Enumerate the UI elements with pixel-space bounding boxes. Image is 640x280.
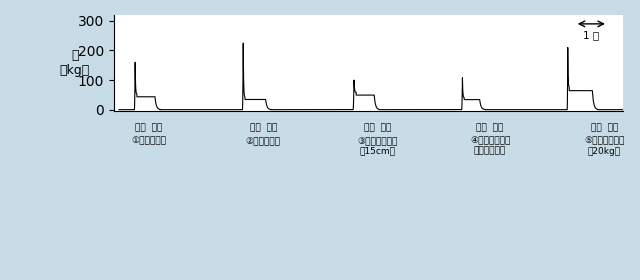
Text: ③段差を半分に
（15cm）: ③段差を半分に （15cm） <box>358 136 398 156</box>
Text: ⑤荷物を背負う
（20kg）: ⑤荷物を背負う （20kg） <box>584 136 625 156</box>
Text: ④トレッキング
ポールを使う: ④トレッキング ポールを使う <box>470 136 510 156</box>
Y-axis label: 力
（kg）: 力 （kg） <box>60 49 90 77</box>
Text: 着地  離地: 着地 離地 <box>250 124 276 133</box>
Text: 着地  離地: 着地 離地 <box>476 124 504 133</box>
Text: ①普通に下る: ①普通に下る <box>131 136 166 145</box>
Text: 着地  離地: 着地 離地 <box>135 124 163 133</box>
Text: 着地  離地: 着地 離地 <box>364 124 392 133</box>
Text: ②乱暴に下る: ②乱暴に下る <box>246 136 281 145</box>
Text: 1 秒: 1 秒 <box>583 30 600 40</box>
Text: 着地  離地: 着地 離地 <box>591 124 618 133</box>
